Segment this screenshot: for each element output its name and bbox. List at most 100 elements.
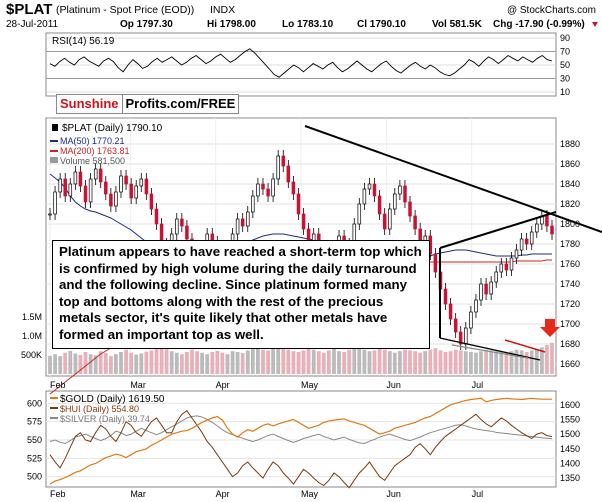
candle-body: [479, 283, 483, 301]
volume-bar: [266, 350, 270, 374]
volume-bar: [98, 351, 103, 374]
candle-body: [271, 178, 275, 197]
price-tick-label: 1760: [560, 259, 580, 269]
candle-body: [443, 288, 448, 305]
candle-body: [509, 257, 514, 271]
volume-bar: [250, 348, 255, 374]
candle-body: [48, 213, 52, 216]
price-tick-label: 1700: [560, 319, 580, 329]
volume-trend-gray: [451, 344, 529, 359]
price-tick-label: 1680: [560, 339, 580, 349]
volume-bar: [443, 352, 448, 374]
rsi-tick-label: 50: [560, 60, 570, 70]
volume-bar: [529, 350, 534, 374]
volume-bar: [220, 352, 225, 374]
candle-body: [484, 283, 488, 295]
metals-month-label: Mar: [130, 489, 146, 499]
rsi-tick-label: 30: [560, 74, 570, 84]
candle-body: [494, 271, 498, 283]
price-tick-label: 1880: [560, 139, 580, 149]
candle-body: [448, 303, 453, 320]
volume-axis: 1.5M 1.0M 500K: [21, 312, 42, 360]
price-month-label: Feb: [50, 380, 66, 390]
metals-left-tick-label: 500: [27, 472, 42, 482]
volume-bar: [109, 356, 113, 374]
volume-bar: [382, 349, 387, 374]
volume-bar: [68, 350, 73, 374]
open-value: Op 1797.30: [120, 19, 173, 30]
price-tick-label: 1800: [560, 219, 580, 229]
candle-body: [535, 223, 539, 233]
volume-bar: [83, 352, 88, 374]
candle-body: [372, 183, 377, 197]
volume-bar: [433, 348, 438, 374]
volume-bar: [205, 354, 210, 374]
metals-right-tick-label: 1500: [560, 429, 580, 439]
volume-bar: [453, 349, 458, 374]
volume-bar: [479, 351, 483, 374]
plat-legend-swatch: [52, 124, 58, 131]
volume-bar: [367, 351, 372, 374]
volume-bar: [261, 349, 265, 374]
metals-left-tick-label: 600: [27, 398, 42, 408]
metals-right-tick-label: 1450: [560, 444, 580, 454]
volume-bar: [235, 352, 240, 374]
brand-sunshine: Sunshine: [57, 95, 122, 113]
candle-body: [78, 171, 83, 187]
volume-bar: [463, 351, 468, 374]
volume-bar: [392, 352, 397, 374]
candle-body: [83, 185, 88, 203]
volume-bar: [271, 348, 275, 374]
volume-bar: [124, 349, 128, 374]
rsi-line: [49, 48, 553, 78]
candle-body: [291, 181, 296, 195]
metals-month-label: Jun: [386, 489, 401, 499]
candle-body: [524, 238, 529, 245]
candle-body: [180, 218, 184, 227]
volume-bar: [540, 347, 544, 374]
metals-month-label: May: [301, 489, 319, 499]
volume-bar: [164, 349, 169, 374]
candle-body: [286, 165, 291, 183]
candle-body: [104, 181, 108, 195]
volume-bar: [494, 351, 499, 374]
candle-body: [433, 253, 438, 273]
symbol-label: $PLAT: [6, 1, 52, 18]
volume-bar: [514, 349, 519, 374]
wedge-lower-line: [439, 337, 541, 361]
candle-body: [529, 231, 534, 245]
candle-body: [185, 225, 189, 240]
candle-body: [393, 193, 397, 210]
brand-profits: Profits.com/FREE: [121, 95, 239, 113]
volume-bar: [169, 351, 174, 374]
candle-body: [175, 218, 179, 235]
price-month-label: May: [301, 380, 319, 390]
volume-bar: [281, 347, 286, 374]
candle-body: [519, 238, 524, 251]
candle-body: [154, 208, 159, 225]
candle-body: [408, 201, 412, 217]
volume-bar: [144, 351, 149, 374]
close-value: Cl 1790.10: [357, 19, 406, 30]
copyright-label: @ StockCharts.com: [507, 5, 596, 16]
volume-bar: [372, 350, 377, 374]
volume-bar: [347, 349, 352, 374]
volume-bar: [159, 346, 164, 374]
arrow-down-icon: [540, 319, 560, 337]
candle-body: [139, 178, 144, 187]
candle-body: [88, 178, 93, 203]
exchange-label: INDX: [210, 4, 235, 16]
rsi-tick-label: 70: [560, 47, 570, 57]
volume-bar: [154, 348, 159, 374]
annotation-box: Platinum appears to have reached a short…: [52, 240, 430, 349]
wedge-upper-line: [439, 211, 557, 249]
candle-body: [377, 195, 382, 215]
metals-month-labels: Feb Mar Apr May Jun Jul: [50, 489, 483, 499]
silver-line: [49, 415, 553, 445]
price-month-label: Jul: [472, 380, 484, 390]
volume-bar: [337, 351, 341, 374]
price-tick-label: 1820: [560, 199, 580, 209]
volume-bar: [403, 349, 407, 374]
volume-bar: [519, 350, 524, 374]
volume-bar: [129, 352, 133, 374]
